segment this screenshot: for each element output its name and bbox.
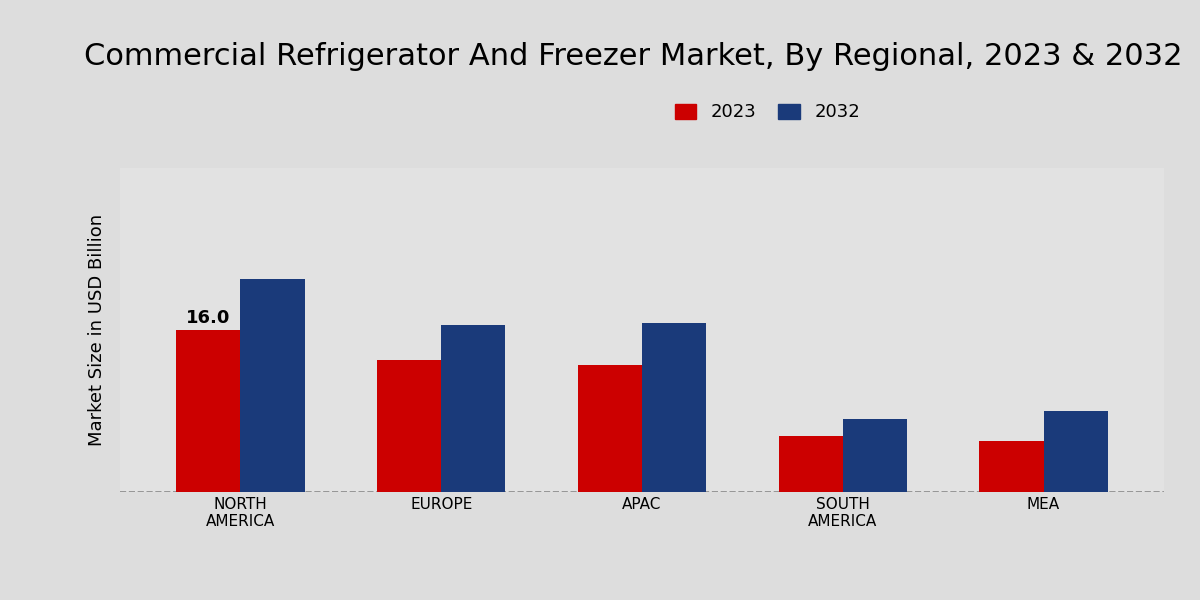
Bar: [377, 361, 442, 492]
Bar: [442, 325, 505, 492]
Bar: [779, 436, 842, 492]
Bar: [1044, 411, 1108, 492]
Y-axis label: Market Size in USD Billion: Market Size in USD Billion: [88, 214, 106, 446]
Bar: [979, 442, 1044, 492]
Bar: [842, 419, 907, 492]
Text: Commercial Refrigerator And Freezer Market, By Regional, 2023 & 2032: Commercial Refrigerator And Freezer Mark…: [84, 42, 1182, 71]
Text: 16.0: 16.0: [186, 309, 230, 327]
Bar: [577, 365, 642, 492]
Bar: [642, 323, 707, 492]
Bar: [240, 280, 305, 492]
Legend: 2023, 2032: 2023, 2032: [667, 96, 868, 128]
Bar: [176, 330, 240, 492]
